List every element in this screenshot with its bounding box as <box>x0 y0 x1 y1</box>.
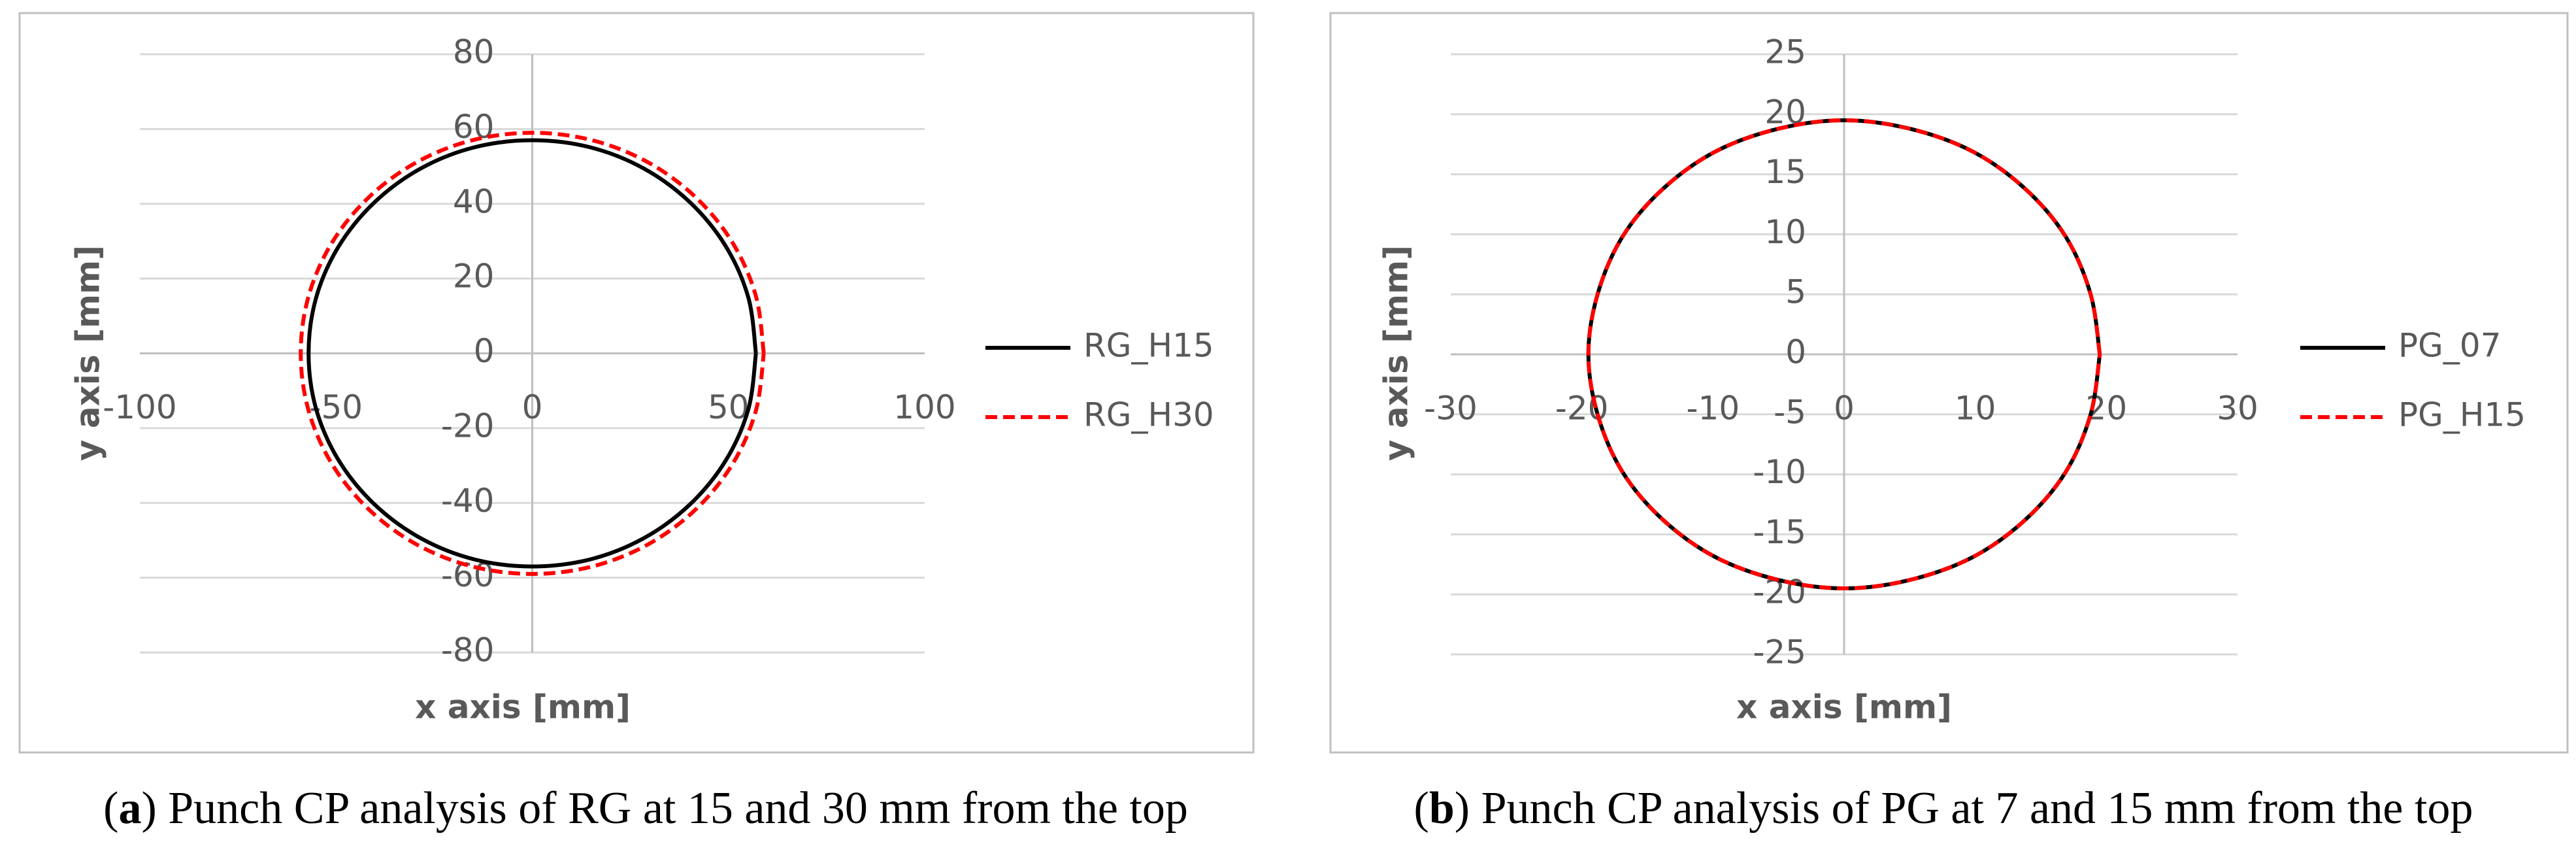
caption-close: ) <box>141 783 168 834</box>
caption: (b) Punch CP analysis of PG at 7 and 15 … <box>1414 783 2473 834</box>
y-tick-label: -25 <box>1753 633 1806 671</box>
y-tick-label: 20 <box>453 258 495 295</box>
x-axis-title: x axis [mm] <box>415 688 631 726</box>
series-line <box>306 138 758 569</box>
y-tick-label: 0 <box>1785 333 1806 371</box>
y-tick-label: -10 <box>1753 453 1806 491</box>
x-tick-label: -10 <box>1686 390 1740 428</box>
y-tick-label: -40 <box>441 482 495 520</box>
caption-text: Punch CP analysis of PG at 7 and 15 mm f… <box>1481 783 2473 834</box>
y-tick-label: 10 <box>1764 213 1806 251</box>
caption-close: ) <box>1455 783 1481 834</box>
caption-open: ( <box>103 783 118 834</box>
y-tick-label: -15 <box>1753 513 1806 551</box>
x-axis-title: x axis [mm] <box>1736 688 1952 726</box>
y-tick-label: 25 <box>1764 33 1806 71</box>
legend-label: RG_H30 <box>1083 396 1214 434</box>
x-tick-label: 30 <box>2217 390 2258 428</box>
series-line <box>299 131 766 576</box>
y-tick-label: 0 <box>474 332 495 370</box>
y-tick-label: 5 <box>1785 273 1806 311</box>
x-tick-label: 0 <box>522 388 543 426</box>
x-tick-label: 50 <box>708 388 750 426</box>
legend-label: RG_H15 <box>1083 327 1214 365</box>
chart-frame <box>1329 12 2569 754</box>
legend-label: PG_H15 <box>2398 396 2526 434</box>
caption-label: b <box>1429 783 1455 834</box>
caption-open: ( <box>1414 783 1429 834</box>
x-tick-label: 0 <box>1834 390 1855 428</box>
y-axis-title: y axis [mm] <box>1378 245 1415 461</box>
x-tick-label: -100 <box>103 388 176 426</box>
x-tick-label: -30 <box>1424 390 1478 428</box>
legend-label: PG_07 <box>2398 327 2502 365</box>
y-tick-label: 15 <box>1764 153 1806 191</box>
x-tick-label: 10 <box>1955 390 1996 428</box>
y-tick-label: -5 <box>1774 393 1806 431</box>
caption: (a) Punch CP analysis of RG at 15 and 30… <box>103 783 1188 834</box>
y-axis-title: y axis [mm] <box>69 245 107 461</box>
y-tick-label: 80 <box>453 33 495 71</box>
series-line <box>1586 118 2102 591</box>
y-tick-label: -20 <box>441 407 495 445</box>
y-tick-label: 40 <box>453 182 495 220</box>
y-tick-label: -80 <box>441 632 495 669</box>
x-tick-label: 100 <box>893 388 955 426</box>
caption-text: Punch CP analysis of RG at 15 and 30 mm … <box>168 783 1188 834</box>
chart-frame <box>18 12 1255 754</box>
caption-label: a <box>118 783 141 834</box>
